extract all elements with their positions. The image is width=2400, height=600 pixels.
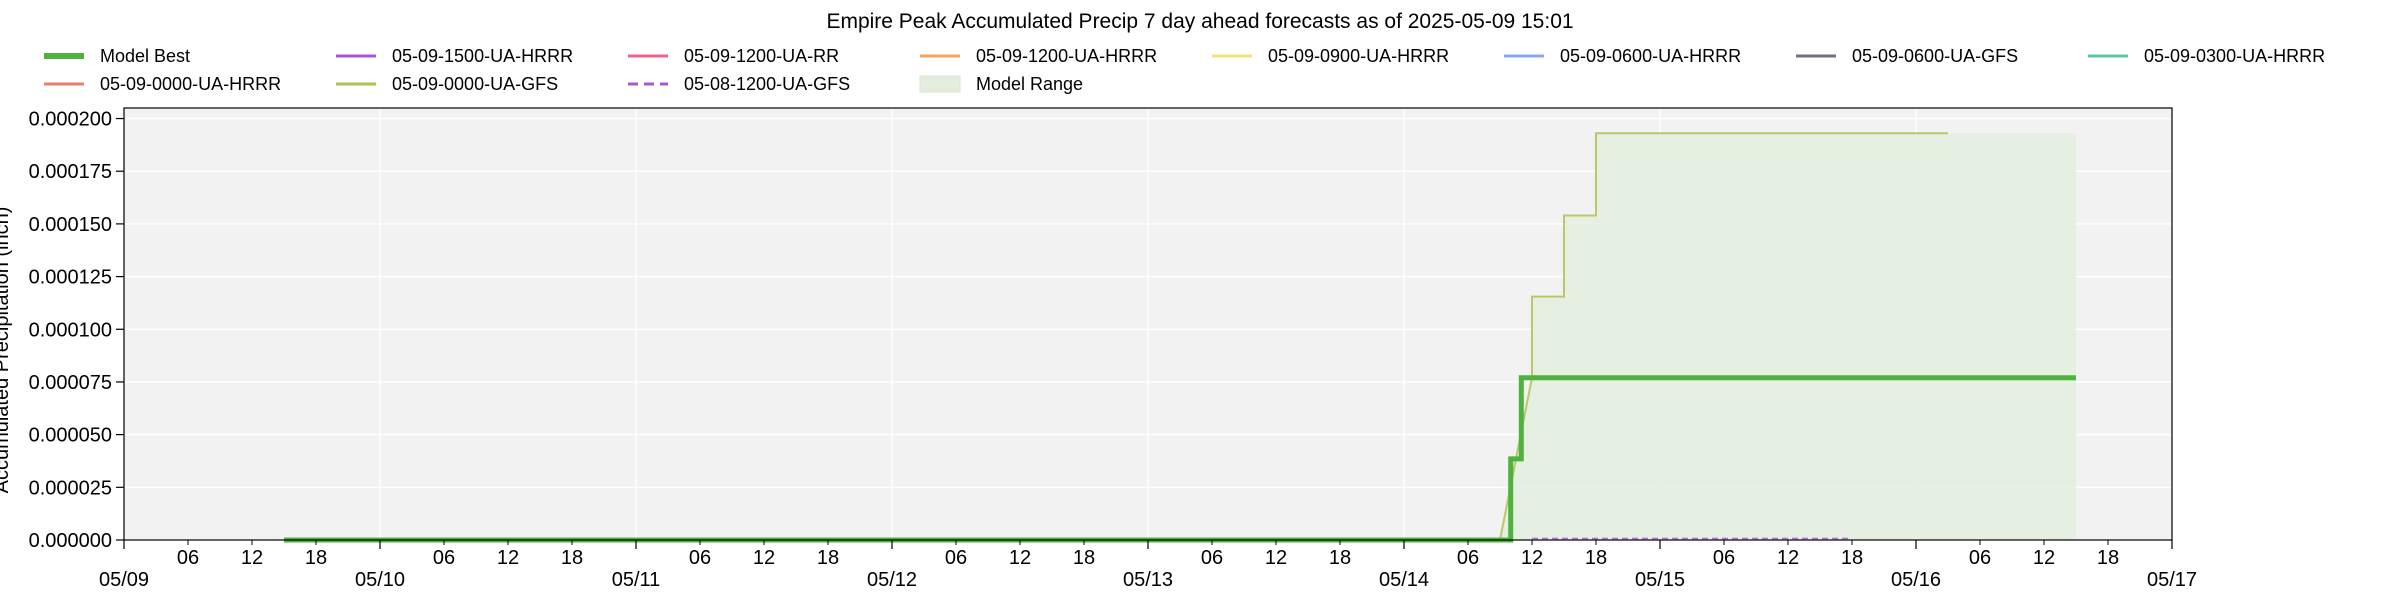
legend-label: 05-09-0000-UA-HRRR: [100, 74, 281, 94]
x-minor-tick-label: 18: [1073, 547, 1095, 569]
legend: Model Best 05-09-1500-UA-HRRR 05-09-1200-U…: [44, 46, 2325, 94]
x-minor-tick-label: 18: [817, 547, 839, 569]
legend-item-05-09-0600-ua-gfs: 05-09-0600-UA-GFS: [1796, 46, 2018, 66]
x-axis: 05/09 06 12 18 05/10 06 12 18 05/11 06 12 18 05/12 06…: [99, 540, 2197, 591]
legend-item-05-09-1200-ua-rr: 05-09-1200-UA-RR: [628, 46, 839, 66]
x-minor-tick-label: 06: [1713, 547, 1735, 569]
legend-item-05-09-0300-ua-hrrr: 05-09-0300-UA-HRRR: [2088, 46, 2325, 66]
x-minor-tick-label: 06: [1969, 547, 1991, 569]
y-tick-label: 0.000075: [29, 372, 112, 394]
x-minor-tick-label: 06: [1201, 547, 1223, 569]
y-tick-label: 0.000000: [29, 530, 112, 552]
y-tick-label: 0.000175: [29, 161, 112, 183]
legend-swatch: [919, 75, 961, 93]
x-major-tick-label: 05/11: [612, 569, 661, 591]
y-tick-label: 0.000150: [29, 214, 112, 236]
x-minor-tick-label: 18: [1841, 547, 1863, 569]
y-axis-label: Accumulated Precipitation (inch): [0, 207, 13, 494]
chart-title: Empire Peak Accumulated Precip 7 day ahe…: [826, 10, 1573, 33]
legend-label: 05-09-0900-UA-HRRR: [1268, 46, 1449, 66]
x-minor-tick-label: 06: [1457, 547, 1479, 569]
x-minor-tick-label: 18: [561, 547, 583, 569]
x-minor-tick-label: 12: [497, 547, 519, 569]
x-minor-tick-label: 12: [1009, 547, 1031, 569]
legend-item-05-09-0000-ua-hrrr: 05-09-0000-UA-HRRR: [44, 74, 281, 94]
legend-label: Model Best: [100, 46, 190, 66]
y-tick-label: 0.000025: [29, 477, 112, 499]
x-minor-tick-label: 12: [1521, 547, 1543, 569]
legend-item-05-09-1200-ua-hrrr: 05-09-1200-UA-HRRR: [920, 46, 1157, 66]
model-range-area: [1500, 133, 2076, 541]
legend-label: 05-09-0000-UA-GFS: [392, 74, 558, 94]
legend-item-05-09-0000-ua-gfs: 05-09-0000-UA-GFS: [336, 74, 558, 94]
legend-item-05-09-0600-ua-hrrr: 05-09-0600-UA-HRRR: [1504, 46, 1741, 66]
x-minor-tick-label: 12: [753, 547, 775, 569]
legend-label: 05-09-1200-UA-HRRR: [976, 46, 1157, 66]
y-tick-label: 0.000050: [29, 425, 112, 447]
legend-label: 05-08-1200-UA-GFS: [684, 74, 850, 94]
model-range-fill: [1500, 133, 2076, 541]
x-major-tick-label: 05/10: [355, 569, 405, 591]
x-minor-tick-label: 12: [1777, 547, 1799, 569]
legend-item-05-09-0900-ua-hrrr: 05-09-0900-UA-HRRR: [1212, 46, 1449, 66]
legend-label: Model Range: [976, 74, 1083, 94]
x-minor-tick-label: 12: [1265, 547, 1287, 569]
legend-label: 05-09-0600-UA-GFS: [1852, 46, 2018, 66]
x-major-tick-label: 05/14: [1379, 569, 1429, 591]
x-minor-tick-label: 06: [689, 547, 711, 569]
legend-label: 05-09-0600-UA-HRRR: [1560, 46, 1741, 66]
y-tick-label: 0.000125: [29, 267, 112, 289]
x-major-tick-label: 05/15: [1635, 569, 1685, 591]
y-tick-label: 0.000100: [29, 319, 112, 341]
x-minor-tick-label: 18: [305, 547, 327, 569]
x-minor-tick-label: 06: [177, 547, 199, 569]
x-major-tick-label: 05/17: [2147, 569, 2197, 591]
x-major-tick-label: 05/09: [99, 569, 149, 591]
legend-label: 05-09-0300-UA-HRRR: [2144, 46, 2325, 66]
x-minor-tick-label: 18: [2097, 547, 2119, 569]
x-major-tick-label: 05/16: [1891, 569, 1941, 591]
x-minor-tick-label: 18: [1329, 547, 1351, 569]
x-major-tick-label: 05/12: [867, 569, 917, 591]
legend-item-05-09-1500-ua-hrrr: 05-09-1500-UA-HRRR: [336, 46, 573, 66]
x-minor-tick-label: 12: [2033, 547, 2055, 569]
y-axis: 0.000000 0.000025 0.000050 0.000075 0.000100…: [29, 109, 124, 552]
legend-label: 05-09-1200-UA-RR: [684, 46, 839, 66]
legend-item-model-best: Model Best: [44, 46, 190, 66]
y-tick-label: 0.000200: [29, 109, 112, 131]
x-major-tick-label: 05/13: [1123, 569, 1173, 591]
x-minor-tick-label: 06: [433, 547, 455, 569]
legend-label: 05-09-1500-UA-HRRR: [392, 46, 573, 66]
x-minor-tick-label: 12: [241, 547, 263, 569]
x-minor-tick-label: 06: [945, 547, 967, 569]
legend-item-model-range: Model Range: [919, 74, 1083, 94]
legend-item-05-08-1200-ua-gfs: 05-08-1200-UA-GFS: [628, 74, 850, 94]
x-minor-tick-label: 18: [1585, 547, 1607, 569]
